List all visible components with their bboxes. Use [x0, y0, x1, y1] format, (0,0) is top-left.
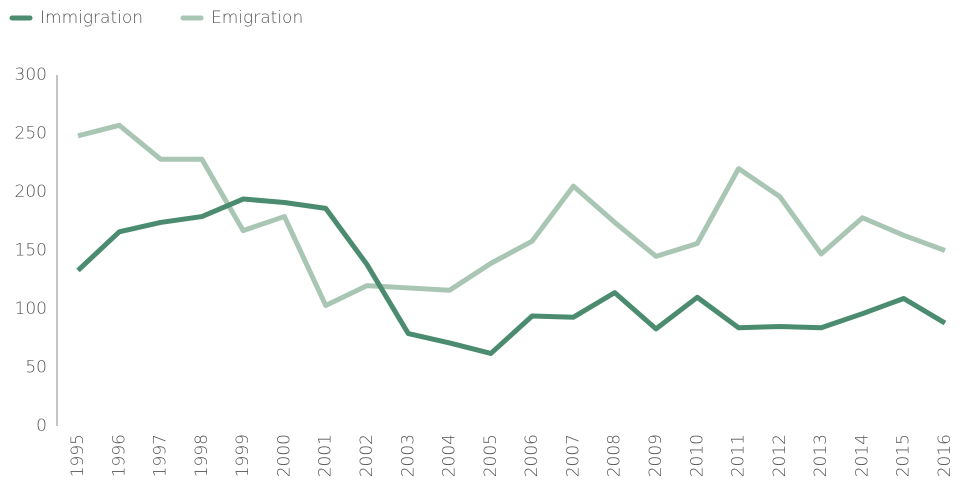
- y-tick-label: 300: [15, 65, 47, 85]
- y-tick-label: 250: [15, 124, 47, 144]
- x-tick-label: 1996: [109, 434, 129, 477]
- legend-label: Immigration: [40, 8, 143, 28]
- series-line: [77, 122, 946, 308]
- y-tick-label: 150: [15, 241, 47, 261]
- x-tick-label: 2010: [687, 434, 707, 477]
- x-tick-label: 2006: [522, 434, 542, 477]
- x-tick-label: 2004: [440, 434, 460, 477]
- x-tick-label: 2014: [852, 434, 872, 477]
- x-tick-label: 2000: [274, 434, 294, 477]
- y-tick-label: 50: [25, 358, 47, 378]
- x-tick-label: 2009: [646, 434, 666, 477]
- legend-label: Emigration: [211, 8, 303, 28]
- x-tick-label: 2001: [316, 434, 336, 477]
- x-tick-label: 1997: [151, 434, 171, 477]
- x-tick-label: 2002: [357, 434, 377, 477]
- x-tick-label: 2016: [935, 434, 955, 477]
- x-tick-label: 2003: [398, 434, 418, 477]
- x-tick-label: 2013: [811, 434, 831, 477]
- x-tick-label: 2011: [729, 434, 749, 477]
- y-tick-label: 0: [36, 416, 47, 436]
- x-tick-label: 1995: [68, 434, 88, 477]
- x-tick-label: 2008: [605, 434, 625, 477]
- y-tick-label: 100: [15, 299, 47, 319]
- x-tick-label: 2012: [770, 434, 790, 477]
- series-line: [76, 196, 947, 356]
- y-tick-label: 200: [15, 182, 47, 202]
- x-tick-label: 1999: [233, 434, 253, 477]
- x-tick-label: 2015: [894, 434, 914, 477]
- x-tick-label: 2005: [481, 434, 501, 477]
- x-tick-label: 1998: [192, 434, 212, 477]
- x-tick-label: 2007: [563, 434, 583, 477]
